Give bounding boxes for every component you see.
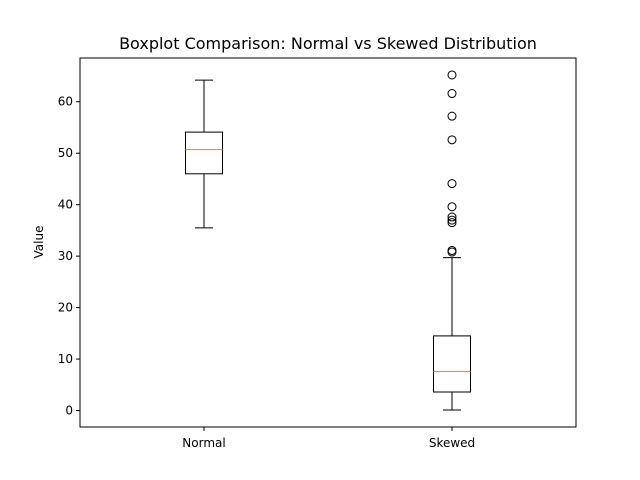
outlier-point [447, 135, 457, 145]
x-tick-label: Skewed [429, 436, 475, 450]
y-axis-label: Value [32, 226, 46, 259]
y-tick-label: 60 [58, 95, 73, 109]
x-tick-label: Normal [182, 436, 225, 450]
box-iqr [433, 335, 471, 393]
outlier-point [447, 202, 457, 212]
y-tick-label: 30 [58, 249, 73, 263]
y-tick-label: 0 [65, 404, 73, 418]
y-tick-label: 50 [58, 146, 73, 160]
y-tick-label: 40 [58, 198, 73, 212]
y-tick-label: 20 [58, 301, 73, 315]
plot-area: 0 10 20 30 40 50 60 Normal Skewed [58, 70, 475, 450]
box-iqr [185, 131, 223, 175]
chart-title: Boxplot Comparison: Normal vs Skewed Dis… [119, 34, 537, 53]
y-tick-label: 10 [58, 352, 73, 366]
outlier-point [447, 245, 457, 255]
outlier-point [447, 218, 457, 228]
outlier-point [447, 89, 457, 99]
outlier-point [447, 215, 457, 225]
outlier-point [447, 179, 457, 189]
plot-frame [79, 57, 577, 428]
outlier-point [447, 111, 457, 121]
outlier-point [447, 212, 457, 222]
outlier-point [447, 70, 457, 80]
